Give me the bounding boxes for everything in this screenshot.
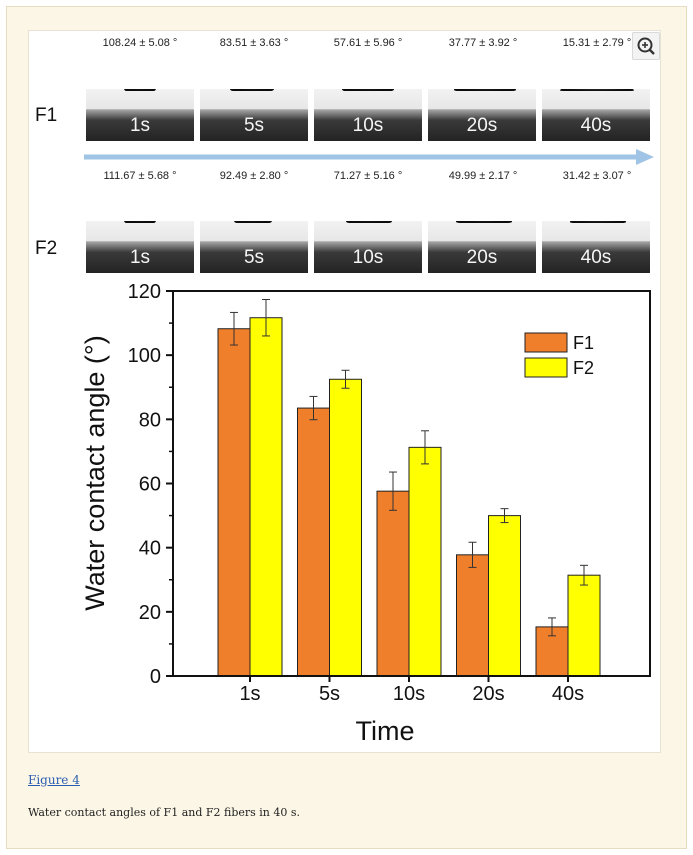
angle-label: 111.67 ± 5.68 ° xyxy=(103,170,177,182)
x-tick-label: 1s xyxy=(239,683,260,705)
bar xyxy=(217,328,251,677)
bar xyxy=(456,554,489,677)
droplet xyxy=(124,89,156,91)
x-axis-label: Time xyxy=(356,716,415,746)
droplet-photo: 5s xyxy=(200,89,308,141)
time-label: 10s xyxy=(352,247,384,268)
droplet-photo: 20s xyxy=(428,89,536,141)
row-label-f1: F1 xyxy=(35,105,58,126)
figure-link[interactable]: Figure 4 xyxy=(28,773,80,787)
bar xyxy=(488,515,521,677)
droplet xyxy=(234,221,272,223)
time-label: 40s xyxy=(580,247,612,268)
x-tick-label: 10s xyxy=(393,683,425,705)
angle-label: 71.27 ± 5.16 ° xyxy=(333,170,403,182)
y-tick-label: 80 xyxy=(139,409,161,431)
row-label-f2: F2 xyxy=(35,238,58,259)
contact-angle-chart: 1s 5s 10s 20s 40s 0 20 40 60 80 100 120 Time Water co… xyxy=(80,281,651,746)
droplet xyxy=(346,221,392,223)
y-tick-label: 60 xyxy=(139,474,161,496)
time-label: 20s xyxy=(466,115,498,136)
zoom-button[interactable] xyxy=(632,32,660,60)
time-label: 1s xyxy=(129,115,151,136)
droplet-photo: 40s xyxy=(542,221,650,273)
y-tick-label: 120 xyxy=(128,281,161,303)
legend-swatch xyxy=(524,332,568,353)
droplet-photo: 1s xyxy=(86,221,194,273)
droplet-photo: 40s xyxy=(542,89,650,141)
x-tick-label: 40s xyxy=(552,683,584,705)
bar xyxy=(408,446,442,677)
bar xyxy=(376,490,410,677)
y-tick-label: 20 xyxy=(139,602,161,624)
droplet-photo: 10s xyxy=(314,89,422,141)
droplet xyxy=(560,89,634,91)
angle-label: 37.77 ± 3.92 ° xyxy=(448,37,518,49)
time-label: 1s xyxy=(129,247,151,268)
y-axis-label: Water contact angle (°) xyxy=(80,335,110,610)
angle-label: 15.31 ± 2.79 ° xyxy=(562,37,632,49)
figure-caption: Water contact angles of F1 and F2 fibers… xyxy=(28,806,301,819)
legend-label: F1 xyxy=(573,333,594,353)
x-tick-label: 5s xyxy=(319,683,340,705)
angle-label: 49.99 ± 2.17 ° xyxy=(448,170,518,182)
time-label: 5s xyxy=(243,247,265,268)
progression-arrow xyxy=(84,149,654,165)
x-tick-label: 20s xyxy=(472,683,504,705)
droplet xyxy=(342,89,394,91)
bar xyxy=(567,574,601,677)
droplet xyxy=(456,221,512,223)
time-label: 10s xyxy=(352,115,384,136)
bar xyxy=(329,378,362,677)
legend-label: F2 xyxy=(573,358,594,378)
time-label: 40s xyxy=(580,115,612,136)
droplet xyxy=(454,89,516,91)
bar xyxy=(297,407,330,677)
y-tick-label: 40 xyxy=(139,538,161,560)
bar xyxy=(249,317,283,677)
angle-label: 92.49 ± 2.80 ° xyxy=(219,170,289,182)
time-label: 20s xyxy=(466,247,498,268)
droplet xyxy=(570,221,626,223)
droplet-photo: 5s xyxy=(200,221,308,273)
droplet-photo: 10s xyxy=(314,221,422,273)
legend-swatch xyxy=(524,357,568,378)
droplet-photo: 1s xyxy=(86,89,194,141)
droplet xyxy=(230,89,274,91)
y-tick-label: 100 xyxy=(128,345,161,367)
time-label: 5s xyxy=(243,115,265,136)
y-tick-label: 0 xyxy=(150,666,161,688)
angle-label: 57.61 ± 5.96 ° xyxy=(333,37,403,49)
angle-label: 83.51 ± 3.63 ° xyxy=(219,37,289,49)
droplet-photo: 20s xyxy=(428,221,536,273)
droplet xyxy=(124,221,156,223)
angle-label: 31.42 ± 3.07 ° xyxy=(562,170,632,182)
angle-label: 108.24 ± 5.08 ° xyxy=(102,37,178,49)
zoom-in-icon xyxy=(637,37,655,55)
